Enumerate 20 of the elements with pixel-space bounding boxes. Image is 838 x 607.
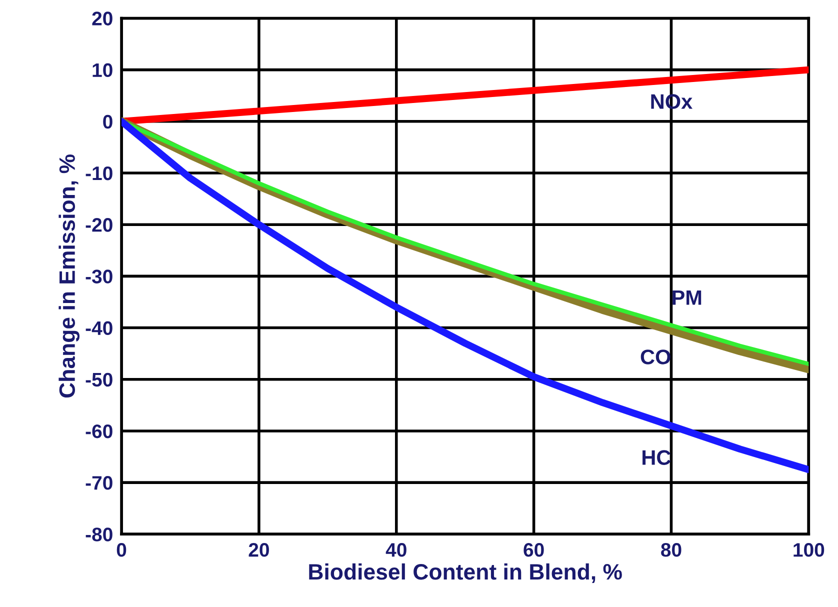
y-axis-title: Change in Emission, % [58,154,80,398]
y-tick-label: -80 [86,528,112,542]
y-tick-label: -50 [86,372,112,387]
x-axis-title: Biodiesel Content in Blend, % [309,563,622,583]
y-tick-label: -60 [86,424,112,438]
y-tick-label: -20 [86,218,112,232]
series-label: PM [672,290,702,305]
y-tick-label: 10 [92,63,112,78]
y-tick-label: -40 [86,321,112,336]
x-tick-label: 20 [248,543,269,557]
y-tick-label: -70 [86,476,112,490]
x-tick-label: 60 [524,543,544,557]
x-tick-label: 40 [386,543,406,557]
y-tick-label: -10 [86,166,112,180]
x-tick-label: 0 [116,543,126,557]
x-tick-label: 80 [661,543,682,557]
y-tick-label: -30 [86,270,112,284]
x-tick-label: 100 [794,543,824,557]
y-tick-label: 20 [92,12,112,26]
y-tick-label: 0 [103,114,112,129]
